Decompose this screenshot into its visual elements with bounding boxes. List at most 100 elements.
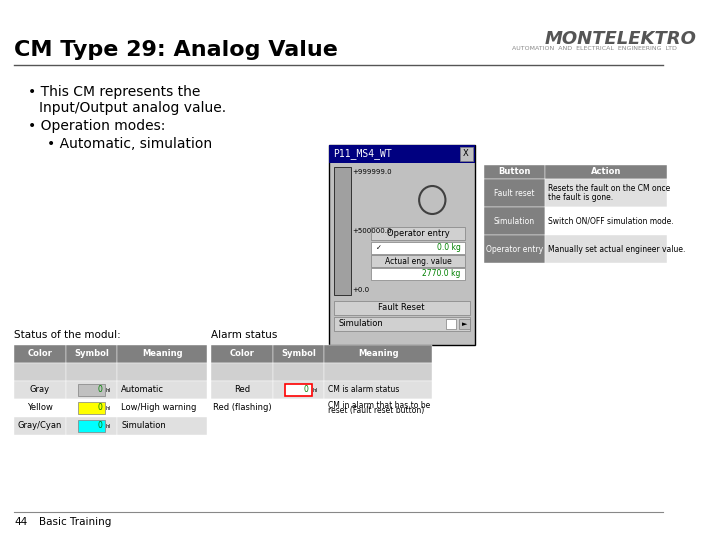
Bar [117,345,207,363]
Text: Simulation: Simulation [338,320,383,328]
Bar [212,363,273,381]
Text: +999999.0: +999999.0 [352,169,392,175]
Text: Meaning: Meaning [142,349,182,359]
Bar [372,255,465,267]
Text: ►: ► [462,321,467,327]
Bar [484,207,545,235]
Text: the fault is gone.: the fault is gone. [548,193,613,202]
Bar [212,345,273,363]
Bar [14,363,66,381]
Bar [14,417,66,435]
Bar [459,319,470,329]
Text: Automatic: Automatic [121,386,164,395]
Bar [372,268,465,280]
Text: hl: hl [106,406,111,410]
Text: Gray: Gray [30,386,50,395]
Bar [484,179,545,207]
Text: Red: Red [234,386,250,395]
Text: Resets the fault on the CM once: Resets the fault on the CM once [548,184,670,193]
Bar [484,165,545,179]
Text: Yellow: Yellow [27,403,53,413]
Text: ✓: ✓ [376,245,382,251]
Bar [78,402,105,414]
Text: Manually set actual engineer value.: Manually set actual engineer value. [548,245,685,253]
Bar [372,242,465,254]
Text: 0: 0 [304,386,309,395]
Bar [333,301,470,315]
Text: reset (Fault reset button): reset (Fault reset button) [328,406,424,415]
Text: Status of the modul:: Status of the modul: [14,330,121,340]
Bar [273,345,324,363]
Text: Basic Training: Basic Training [40,517,112,527]
Bar [273,399,324,417]
Bar [545,165,667,179]
Text: Operator entry: Operator entry [486,245,543,253]
Text: AUTOMATION  AND  ELECTRICAL  ENGINEERING  LTD: AUTOMATION AND ELECTRICAL ENGINEERING LT… [512,46,677,51]
Text: +500000.0: +500000.0 [352,228,392,234]
Bar [117,417,207,435]
Text: 0: 0 [97,422,102,430]
Text: CM in alarm that has to be: CM in alarm that has to be [328,401,431,410]
Bar [329,145,474,345]
Text: hl: hl [106,423,111,429]
Text: Color: Color [27,349,53,359]
Text: • Operation modes:: • Operation modes: [28,119,166,133]
Bar [459,147,473,161]
Text: Fault reset: Fault reset [494,188,535,198]
Bar [14,381,66,399]
Text: Input/Output analog value.: Input/Output analog value. [40,101,227,115]
Bar [333,167,351,295]
Text: 0.0 kg: 0.0 kg [436,244,461,253]
Text: hl: hl [106,388,111,393]
Text: Fault Reset: Fault Reset [379,303,425,313]
Bar [117,363,207,381]
Text: Red (flashing): Red (flashing) [212,403,271,413]
Text: Button: Button [498,167,531,177]
Text: 44: 44 [14,517,27,527]
Text: Switch ON/OFF simulation mode.: Switch ON/OFF simulation mode. [548,217,673,226]
Text: Operator entry: Operator entry [387,229,449,238]
Bar [285,384,312,396]
Bar [66,345,117,363]
Bar [78,420,105,432]
Text: Symbol: Symbol [281,349,316,359]
Bar [324,381,432,399]
Bar [66,363,117,381]
Text: • Automatic, simulation: • Automatic, simulation [47,137,212,151]
Text: Alarm status: Alarm status [212,330,278,340]
Bar [446,319,456,329]
Bar [545,179,667,207]
Text: Simulation: Simulation [121,422,166,430]
Text: Action: Action [591,167,621,177]
Text: Meaning: Meaning [358,349,399,359]
Bar [66,417,117,435]
Text: Gray/Cyan: Gray/Cyan [18,422,62,430]
Bar [117,399,207,417]
Text: Color: Color [230,349,254,359]
Text: 0: 0 [97,386,102,395]
Bar [14,345,66,363]
Bar [78,384,105,396]
Bar [545,207,667,235]
Text: hl: hl [312,388,318,393]
Text: CM is alarm status: CM is alarm status [328,386,400,395]
Bar [372,227,465,240]
Bar [484,235,545,263]
Bar [324,345,432,363]
Bar [273,381,324,399]
Text: MONTELEKTRO: MONTELEKTRO [545,30,697,48]
Bar [66,399,117,417]
Text: CM Type 29: Analog Value: CM Type 29: Analog Value [14,40,338,60]
Text: • This CM represents the: • This CM represents the [28,85,201,99]
Bar [212,381,273,399]
Text: 0: 0 [97,403,102,413]
Bar [273,363,324,381]
Bar [14,399,66,417]
Bar [545,235,667,263]
Text: Actual eng. value: Actual eng. value [384,256,451,266]
Text: Simulation: Simulation [494,217,535,226]
Text: X: X [463,150,469,159]
Bar [324,399,432,417]
Text: +0.0: +0.0 [352,287,369,293]
Bar [212,399,273,417]
